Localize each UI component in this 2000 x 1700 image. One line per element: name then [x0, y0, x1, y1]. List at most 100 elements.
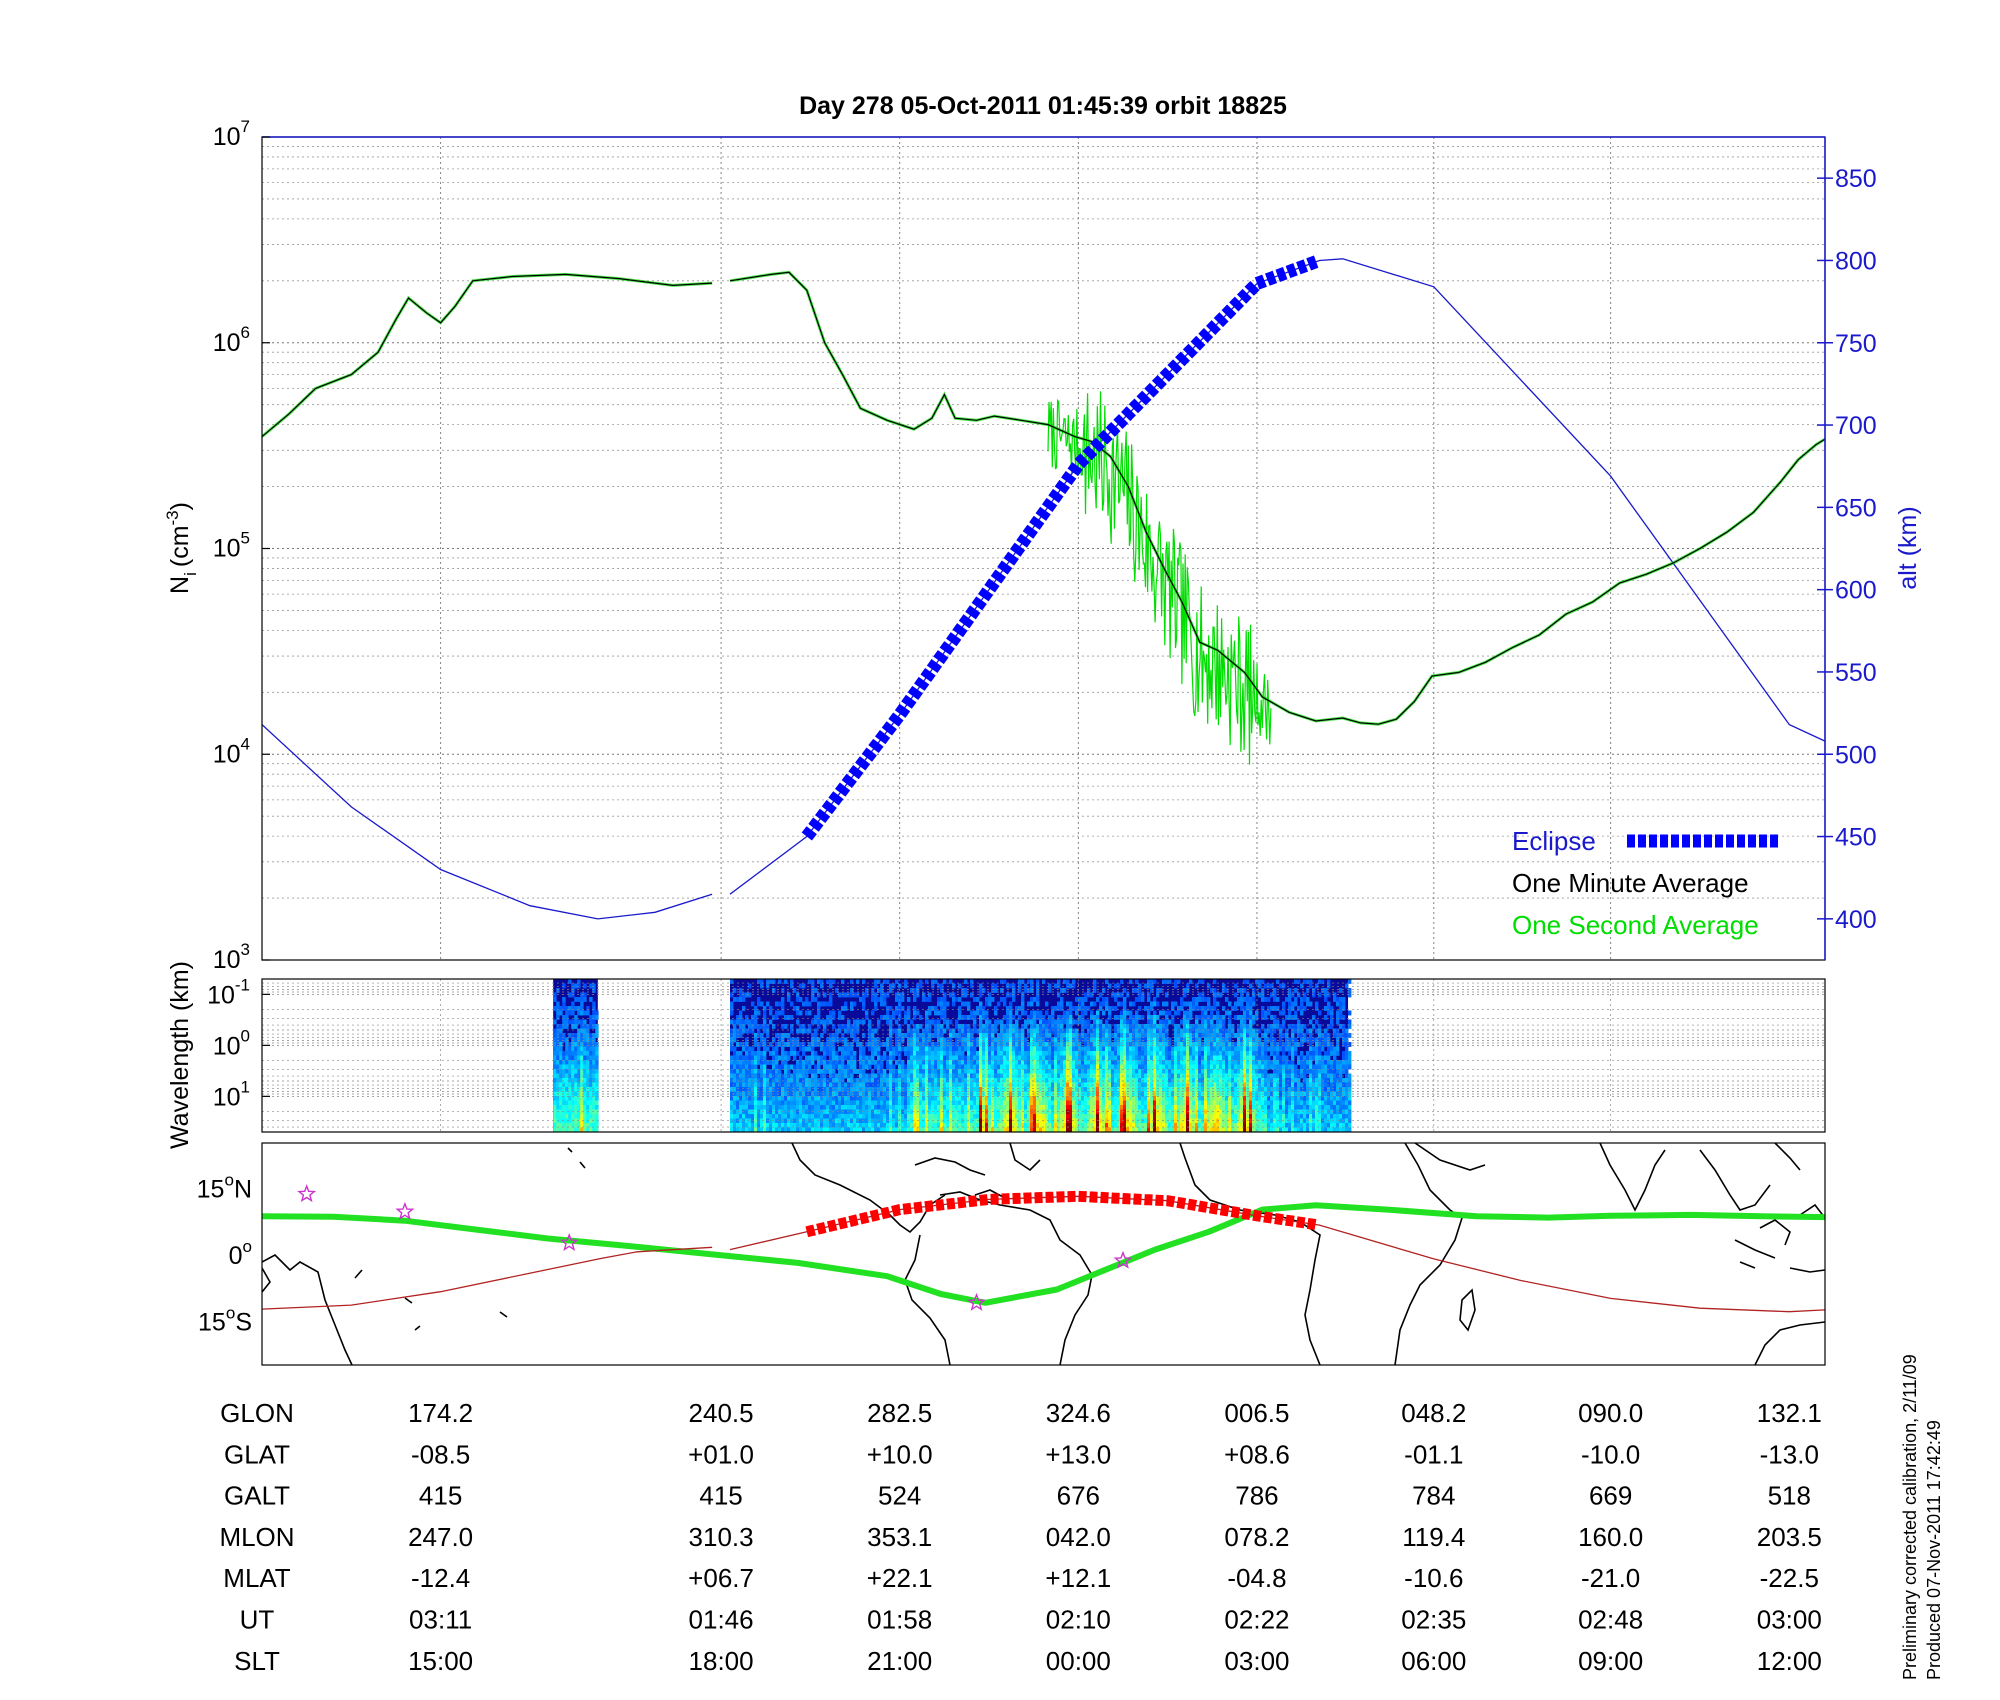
- spectrogram-cell: [1099, 1042, 1103, 1047]
- spectrogram-cell: [1036, 1010, 1040, 1016]
- spectrogram-cell: [1036, 1105, 1040, 1110]
- spectrogram-cell: [922, 1114, 926, 1119]
- spectrogram-cell: [826, 1100, 830, 1106]
- spectrogram-cell: [823, 1127, 827, 1132]
- spectrogram-cell: [1027, 1028, 1031, 1034]
- spectrogram-cell: [1210, 1078, 1214, 1083]
- spectrogram-cell: [784, 1015, 788, 1020]
- spectrogram-cell: [730, 1100, 734, 1106]
- spectrogram-cell: [766, 979, 770, 984]
- spectrogram-cell: [1219, 1015, 1223, 1020]
- spectrogram-cell: [958, 1060, 962, 1065]
- spectrogram-cell: [1120, 1046, 1124, 1052]
- spectrogram-cell: [889, 1037, 893, 1043]
- spectrogram-cell: [1153, 1127, 1157, 1132]
- spectrogram-cell: [856, 992, 860, 998]
- spectrogram-cell: [949, 1114, 953, 1119]
- spectrogram-cell: [979, 1127, 983, 1132]
- altitude-line: [729, 258, 1825, 895]
- spectrogram-cell: [853, 1127, 857, 1132]
- spectrogram-cell: [1150, 1028, 1154, 1034]
- spectrogram-cell: [871, 1033, 875, 1038]
- spectrogram-cell: [805, 1082, 809, 1088]
- spectrogram-cell: [1075, 1060, 1079, 1065]
- spectrogram-cell: [790, 1123, 794, 1128]
- spectrogram-cell: [1108, 1024, 1112, 1029]
- spectrogram-cell: [859, 1051, 863, 1056]
- spectrogram-cell: [1210, 1127, 1214, 1132]
- spectrogram-cell: [1033, 1096, 1037, 1101]
- spectrogram-cell: [1006, 1042, 1010, 1047]
- spectrogram-cell: [1138, 1015, 1142, 1020]
- spectrogram-cell: [967, 1051, 971, 1056]
- spectrogram-cell: [1066, 1033, 1070, 1038]
- spectrogram-cell: [760, 1078, 764, 1083]
- spectrogram-cell: [943, 1010, 947, 1016]
- spectrogram-cell: [1153, 1064, 1157, 1070]
- spectrogram-cell: [583, 1073, 587, 1079]
- spectrogram-cell: [1081, 1078, 1085, 1083]
- spectrogram-cell: [904, 1123, 908, 1128]
- spectrogram-cell: [1006, 1127, 1010, 1132]
- spectrogram-cell: [1162, 1042, 1166, 1047]
- spectrogram-cell: [1213, 1060, 1217, 1065]
- spectrogram-cell: [1138, 1033, 1142, 1038]
- spectrogram-cell: [760, 1109, 764, 1115]
- spectrogram-cell: [886, 1015, 890, 1020]
- spectrogram-cell: [1069, 1064, 1073, 1070]
- spectrogram-cell: [808, 1123, 812, 1128]
- spectrogram-cell: [958, 1010, 962, 1016]
- spectrogram-cell: [901, 1064, 905, 1070]
- spectrogram-cell: [1108, 1046, 1112, 1052]
- spectrogram-cell: [952, 1033, 956, 1038]
- spectrogram-cell: [808, 1109, 812, 1115]
- spectrogram-cell: [1021, 1078, 1025, 1083]
- spectrogram-cell: [940, 1078, 944, 1083]
- spectrogram-cell: [763, 1096, 767, 1101]
- spectrogram-cell: [901, 1033, 905, 1038]
- spectrogram-cell: [895, 1046, 899, 1052]
- spectrogram-cell: [844, 1105, 848, 1110]
- spectrogram-cell: [739, 1127, 743, 1132]
- spectrogram-cell: [1105, 1006, 1109, 1011]
- spectrogram-cell: [1216, 1010, 1220, 1016]
- spectrogram-cell: [1018, 988, 1022, 993]
- spectrogram-cell: [1039, 1028, 1043, 1034]
- spectrogram-cell: [973, 1073, 977, 1079]
- spectrogram-cell: [583, 1028, 587, 1034]
- spectrogram-cell: [970, 1114, 974, 1119]
- altitude-y-label: alt (km): [1894, 506, 1922, 589]
- spectrogram-cell: [1099, 1051, 1103, 1056]
- spectrogram-cell: [1135, 1091, 1139, 1097]
- spectrogram-cell: [574, 1060, 578, 1065]
- spectrogram-cell: [928, 1073, 932, 1079]
- spectrogram-cell: [778, 1037, 782, 1043]
- spectrogram-cell: [1033, 1033, 1037, 1038]
- spectrogram-cell: [799, 983, 803, 989]
- spectrogram-cell: [1219, 1127, 1223, 1132]
- spectrogram-cell: [997, 1060, 1001, 1065]
- spectrogram-cell: [916, 1105, 920, 1110]
- spectrogram-cell: [1081, 1127, 1085, 1132]
- spectrogram-cell: [994, 1118, 998, 1124]
- spectrogram-cell: [1003, 1055, 1007, 1061]
- spectrogram-cell: [1033, 1010, 1037, 1016]
- spectrogram-cell: [589, 1109, 593, 1115]
- spectrogram-cell: [976, 1123, 980, 1128]
- spectrogram-cell: [919, 1082, 923, 1088]
- spectrogram-cell: [1066, 1096, 1070, 1101]
- spectrogram-cell: [1138, 1127, 1142, 1132]
- spectrogram-cell: [1084, 1046, 1088, 1052]
- spectrogram-cell: [856, 979, 860, 984]
- spectrogram-cell: [1210, 1060, 1214, 1065]
- spectrogram-cell: [931, 1051, 935, 1056]
- spectrogram-cell: [1048, 1114, 1052, 1119]
- spectrogram-cell: [1189, 1042, 1193, 1047]
- spectrogram-cell: [796, 1114, 800, 1119]
- spectrogram-cell: [739, 1123, 743, 1128]
- spectrogram-cell: [1117, 1042, 1121, 1047]
- spectrogram-cell: [1138, 1042, 1142, 1047]
- spectrogram-cell: [1045, 1033, 1049, 1038]
- spectrogram-cell: [1093, 1100, 1097, 1106]
